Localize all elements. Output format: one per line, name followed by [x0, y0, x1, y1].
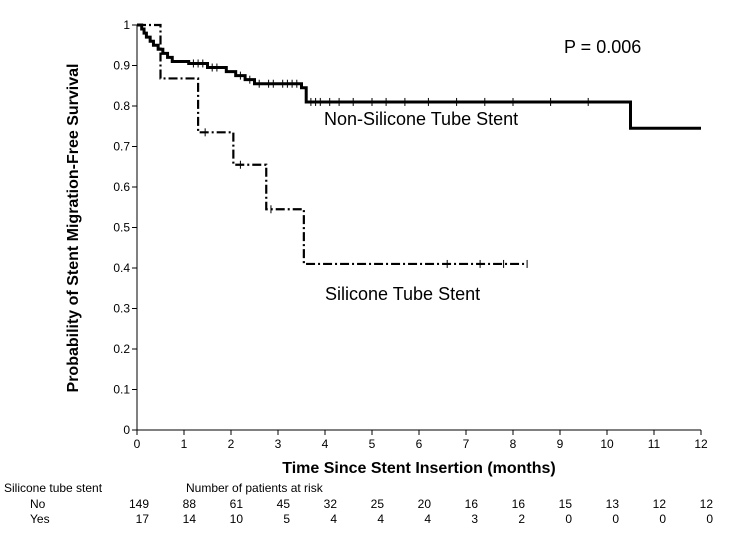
silicone-series-label: Silicone Tube Stent — [325, 284, 480, 304]
y-tick-label: 0.7 — [113, 140, 130, 154]
y-tick-label: 0.4 — [113, 261, 130, 275]
y-tick-label: 1 — [123, 18, 130, 32]
risk-count-cell: 149 — [129, 497, 149, 511]
risk-count-cell: 32 — [324, 497, 338, 511]
x-tick-label: 12 — [694, 437, 708, 451]
risk-count-cell: 0 — [659, 512, 666, 526]
silicone-survival-line — [137, 23, 528, 266]
risk-count-cell: 25 — [371, 497, 385, 511]
non-silicone-series-label: Non-Silicone Tube Stent — [324, 109, 518, 129]
y-tick-label: 0.1 — [113, 383, 130, 397]
y-tick-label: 0 — [123, 423, 130, 437]
risk-count-cell: 88 — [183, 497, 197, 511]
non-silicone-survival-line — [137, 23, 701, 130]
y-tick-label: 0.9 — [113, 59, 130, 73]
x-tick-label: 7 — [463, 437, 470, 451]
risk-row-no-label: No — [30, 497, 46, 511]
risk-count-cell: 13 — [606, 497, 620, 511]
x-tick-label: 2 — [228, 437, 235, 451]
x-tick-label: 10 — [600, 437, 614, 451]
risk-count-cell: 14 — [183, 512, 197, 526]
x-tick-label: 0 — [134, 437, 141, 451]
risk-count-cell: 20 — [418, 497, 432, 511]
risk-count-cell: 16 — [465, 497, 479, 511]
x-tick-label: 11 — [648, 437, 661, 451]
risk-count-cell: 0 — [565, 512, 572, 526]
y-tick-label: 0.8 — [113, 99, 130, 113]
y-tick-label: 0.3 — [113, 302, 130, 316]
survival-curves — [137, 23, 701, 268]
risk-count-cell: 12 — [700, 497, 714, 511]
x-tick-label: 6 — [416, 437, 423, 451]
y-ticks: 0 0.1 0.2 0.3 0.4 0.5 0.6 0.7 0.8 0.9 1 — [113, 18, 137, 437]
risk-count-cell: 10 — [230, 512, 244, 526]
risk-count-cell: 16 — [512, 497, 526, 511]
x-tick-label: 1 — [181, 437, 188, 451]
risk-count-cell: 3 — [471, 512, 478, 526]
risk-count-cell: 45 — [277, 497, 291, 511]
risk-count-cell: 61 — [230, 497, 244, 511]
risk-count-cell: 12 — [653, 497, 667, 511]
y-axis-label: Probability of Stent Migration-Free Surv… — [65, 64, 82, 393]
x-tick-label: 5 — [369, 437, 376, 451]
x-axis-label: Time Since Stent Insertion (months) — [282, 460, 556, 477]
risk-count-cell: 15 — [559, 497, 573, 511]
risk-count-cell: 4 — [424, 512, 431, 526]
risk-count-cell: 0 — [612, 512, 619, 526]
y-tick-label: 0.6 — [113, 180, 130, 194]
x-tick-label: 3 — [275, 437, 282, 451]
risk-count-cell: 0 — [706, 512, 713, 526]
y-tick-label: 0.5 — [113, 221, 130, 235]
risk-count-cell: 4 — [330, 512, 337, 526]
x-tick-label: 9 — [557, 437, 564, 451]
x-tick-label: 4 — [322, 437, 329, 451]
risk-table-header: Number of patients at risk — [186, 481, 324, 495]
risk-count-cell: 4 — [377, 512, 384, 526]
risk-table-label: Silicone tube stent — [4, 481, 103, 495]
x-ticks: 0 1 2 3 4 5 6 7 8 9 10 11 12 — [134, 430, 708, 451]
p-value-annotation: P = 0.006 — [564, 37, 641, 57]
y-tick-label: 0.2 — [113, 342, 130, 356]
axes — [136, 25, 701, 431]
risk-count-cell: 17 — [136, 512, 150, 526]
risk-count-cell: 2 — [518, 512, 525, 526]
risk-row-yes-label: Yes — [30, 512, 50, 526]
risk-count-cell: 5 — [283, 512, 290, 526]
x-tick-label: 8 — [510, 437, 517, 451]
